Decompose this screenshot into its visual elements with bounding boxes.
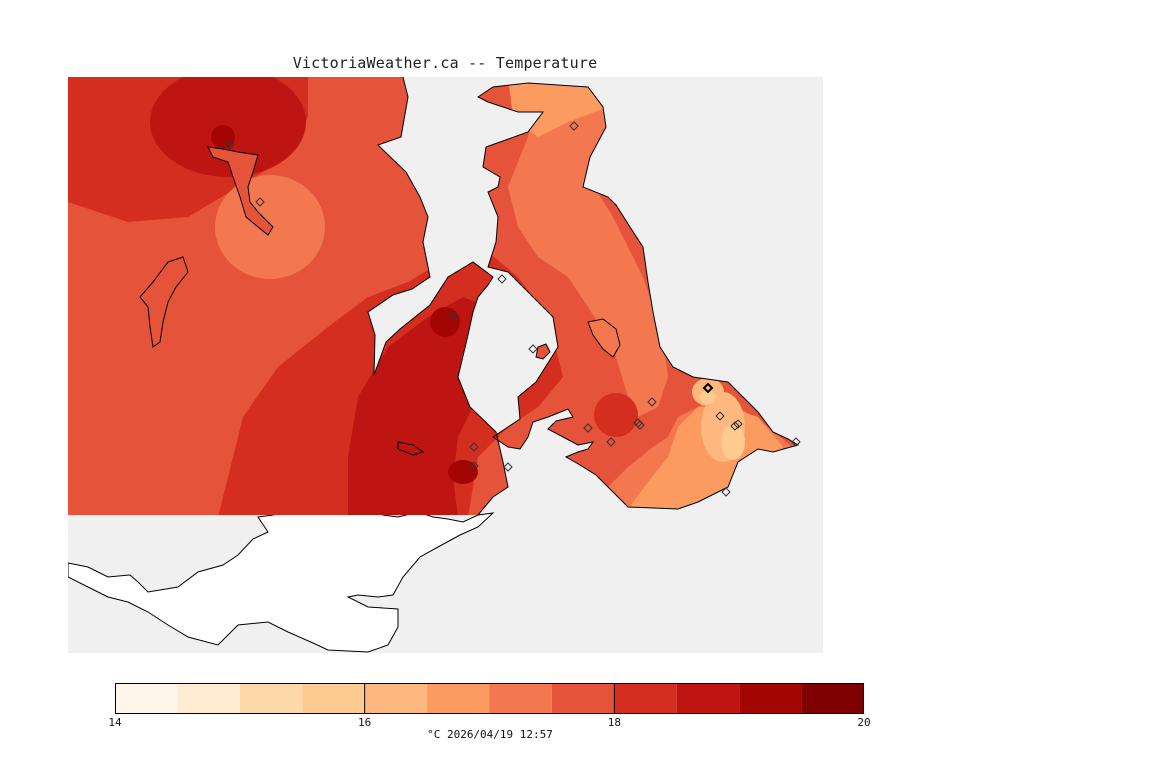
- legend-tick-label: 14: [108, 716, 122, 729]
- diamond-marker: [448, 311, 458, 321]
- diamond-marker: [497, 274, 507, 284]
- diamond-marker: [528, 344, 538, 354]
- legend-caption: °C 2026/04/19 12:57: [427, 728, 553, 741]
- legend-bin: [551, 683, 615, 714]
- legend-bin: [427, 683, 490, 714]
- diamond-marker: [730, 421, 740, 431]
- diamond-marker: [583, 423, 593, 433]
- legend-bin: [489, 683, 552, 714]
- unshaded-land: [68, 506, 495, 653]
- diamond-marker: [225, 140, 235, 150]
- legend-bin: [239, 683, 303, 714]
- legend-tick-label: 16: [358, 716, 372, 729]
- diamond-marker: [733, 419, 743, 429]
- diamond-marker: [715, 411, 725, 421]
- legend-border: [115, 683, 864, 714]
- temperature-map[interactable]: [68, 77, 823, 653]
- map-title: VictoriaWeather.ca -- Temperature: [292, 54, 598, 72]
- legend-bin: [614, 683, 677, 714]
- legend-tick-label: 20: [857, 716, 871, 729]
- diamond-marker: [791, 437, 801, 447]
- diamond-marker: [503, 462, 513, 472]
- legend-bin: [177, 683, 240, 714]
- legend-bin: [364, 683, 428, 714]
- diamond-marker: [702, 382, 714, 394]
- legend-bin: [115, 683, 178, 714]
- station-markers: [225, 121, 801, 497]
- diamond-marker: [469, 461, 479, 471]
- legend-bin: [302, 683, 365, 714]
- diamond-marker: [255, 197, 265, 207]
- color-scale-legend: [115, 683, 864, 714]
- diamond-marker: [469, 442, 479, 452]
- diamond-marker: [721, 487, 731, 497]
- legend-bin: [676, 683, 740, 714]
- diamond-marker: [606, 437, 616, 447]
- coastline: [139, 77, 800, 516]
- legend-bin: [739, 683, 802, 714]
- legend-bin: [801, 683, 864, 714]
- diamond-marker: [647, 397, 657, 407]
- diamond-marker: [569, 121, 579, 131]
- diamond-marker: [635, 420, 645, 430]
- legend-tick-label: 18: [607, 716, 621, 729]
